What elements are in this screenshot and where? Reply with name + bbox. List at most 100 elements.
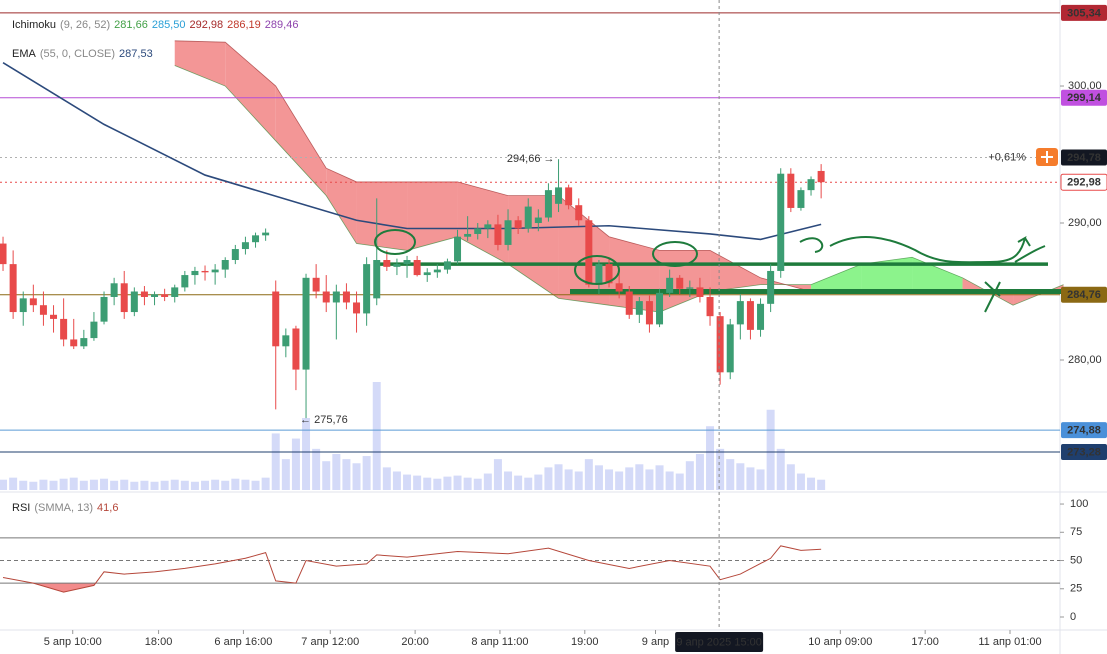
volume-bar [685, 461, 694, 490]
cloud-fill [225, 42, 276, 141]
x-tick-label: 17:00 [911, 636, 939, 648]
volume-bar [514, 475, 523, 490]
volume-bar [413, 475, 422, 490]
volume-bar [695, 454, 704, 490]
price-tag [1061, 89, 1107, 106]
candle-body [181, 275, 189, 288]
volume-bar [564, 469, 573, 490]
candle-body [726, 324, 734, 373]
volume-bar [483, 473, 492, 490]
volume-bar [615, 471, 624, 490]
legend-params: (SMMA, 13) [34, 502, 94, 514]
candle-body [676, 277, 684, 289]
volume-bar [59, 478, 68, 490]
candle-body [332, 291, 340, 303]
volume-bar [241, 479, 250, 490]
legend-value: 289,46 [264, 19, 299, 31]
crosshair-label: 9 апр 2025 15:00 [676, 636, 761, 648]
candle-body [645, 301, 653, 325]
price-tag [1060, 173, 1107, 191]
volume-bar [160, 480, 169, 490]
volume-bar [150, 481, 159, 490]
volume-bar [493, 459, 502, 490]
candle-body [575, 205, 583, 221]
legend-value: 287,53 [119, 48, 153, 60]
x-tick-label: 8 апр 11:00 [471, 636, 528, 648]
volume-bar [675, 473, 684, 490]
y-tick-label: 300,00 [1068, 80, 1102, 92]
volume-bar [332, 454, 341, 490]
volume-bar [645, 469, 654, 490]
freehand-circle [374, 229, 416, 255]
volume-bar [49, 480, 58, 490]
candle-body [736, 301, 744, 325]
volume-bar [362, 456, 371, 490]
candle-body [706, 296, 714, 317]
candle-body [272, 291, 280, 347]
candle-body [696, 287, 704, 297]
freehand-circle [574, 255, 620, 285]
volume-bar [342, 459, 351, 490]
candle-body [262, 232, 270, 236]
candle-body [120, 283, 128, 313]
legend-name: Ichimoku [12, 19, 57, 31]
low-note: ← 275,76 [300, 414, 348, 426]
volume-bar [251, 480, 260, 490]
price-tag-label: 284,76 [1067, 289, 1101, 301]
cloud-fill [407, 181, 458, 251]
price-tag-label: 292,98 [1067, 177, 1101, 189]
candle-body [666, 277, 674, 293]
ema-line [2, 62, 822, 241]
volume-bar [716, 448, 725, 490]
rsi-tick-label: 0 [1070, 611, 1076, 623]
candle-body [625, 291, 633, 315]
legend-value: 41,6 [97, 502, 119, 514]
volume-bar [594, 465, 603, 490]
volume-bar [100, 478, 109, 490]
volume-bar [706, 426, 715, 490]
candle-body [787, 173, 795, 208]
candle-body [140, 291, 148, 297]
candle-body [807, 179, 815, 191]
volume-bar [796, 473, 805, 490]
volume-bar [231, 478, 240, 490]
rsi-tick-label: 50 [1070, 554, 1082, 566]
crosshair-tag [675, 632, 764, 652]
candle-body [656, 292, 664, 325]
rsi-tick-label: 100 [1070, 498, 1088, 510]
candle-body [817, 170, 825, 183]
volume-bar [433, 478, 442, 490]
legend-value: 285,50 [151, 19, 186, 31]
candle-body [403, 260, 411, 265]
candle-body [383, 260, 391, 267]
candle-body [282, 335, 290, 347]
ichimoku-legend: Ichimoku (9, 26, 52) 281,66 285,50 292,98 286… [12, 19, 306, 31]
candle-body [50, 314, 58, 319]
volume-bar [322, 461, 331, 490]
candle-body [29, 298, 37, 306]
volume-bar [382, 467, 391, 490]
volume-bar [312, 448, 321, 490]
candle-body [171, 287, 179, 297]
volume-bar [605, 469, 614, 490]
volume-bar [19, 480, 28, 490]
volume-bar [625, 467, 634, 490]
volume-bar [524, 477, 533, 490]
volume-bar [463, 477, 472, 490]
price-tag-label: 299,14 [1067, 92, 1102, 104]
candle-body [231, 249, 239, 260]
legend-value: 286,19 [227, 19, 261, 31]
candle-body [60, 318, 68, 340]
volume-bar [120, 479, 129, 490]
candle-body [373, 260, 381, 299]
x-tick-label: 11 апр 01:00 [978, 636, 1041, 648]
candle-body [716, 316, 724, 373]
rsi-tick-label: 25 [1070, 583, 1082, 595]
freehand-drawing [799, 235, 1046, 313]
candle-body [393, 264, 401, 267]
price-tag-label: 294,78 [1067, 152, 1101, 164]
candle-body [777, 173, 785, 271]
candle-body [80, 338, 88, 347]
